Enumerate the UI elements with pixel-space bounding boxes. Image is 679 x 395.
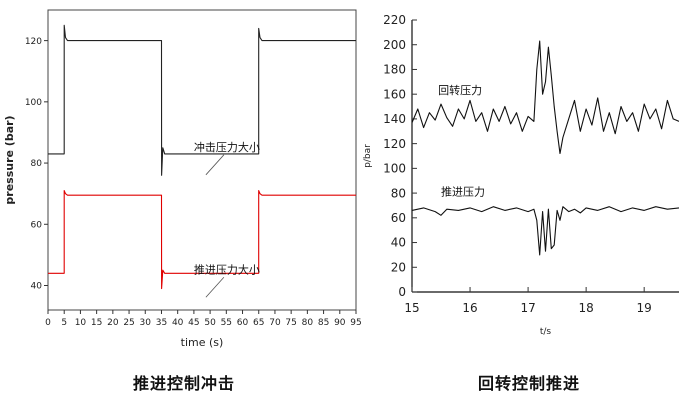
x-axis-label: t/s [540,327,552,337]
y-tick-label: 40 [31,282,43,292]
y-tick-label: 100 [25,98,42,108]
x-tick-label: 95 [350,318,361,328]
y-tick-label: 220 [383,13,406,27]
y-tick-label: 80 [31,159,43,169]
y-tick-label: 200 [383,38,406,52]
annotation-label: 回转压力 [438,83,482,97]
annotation-leader-line [205,276,225,298]
y-tick-label: 0 [398,285,406,299]
x-tick-label: 15 [91,318,102,328]
x-tick-label: 16 [462,301,477,315]
y-tick-label: 20 [391,260,406,274]
left-chart-caption: 推进控制冲击 [133,374,236,393]
charts-canvas: 0 5 10 15 20 25 30 35 40 45 50 55 60 65 70 75 80 85 90 9540… [3,9,679,349]
right-chart: 15 16 17 18 19 0 20 40 60 80 100 120 140 160 180 200 220… [363,13,679,337]
series-line-1 [48,190,356,290]
x-tick-label: 25 [123,318,134,328]
x-tick-label: 70 [269,318,281,328]
y-tick-label: 120 [25,37,42,47]
right-chart-caption: 回转控制推进 [478,374,581,393]
x-tick-label: 20 [107,318,119,328]
x-tick-label: 30 [140,318,152,328]
series-line-0 [48,24,356,176]
y-tick-label: 120 [383,137,406,151]
x-tick-label: 80 [302,318,314,328]
x-tick-label: 65 [253,318,264,328]
x-tick-label: 60 [237,318,249,328]
x-tick-label: 0 [45,318,51,328]
y-axis-label: pressure (bar) [3,115,16,204]
y-tick-label: 180 [383,63,406,77]
x-tick-label: 85 [318,318,329,328]
x-tick-label: 40 [172,318,184,328]
y-axis-label: p/bar [363,144,373,168]
y-tick-label: 60 [391,211,406,225]
series-line-0 [411,40,679,155]
left-chart: 0 5 10 15 20 25 30 35 40 45 50 55 60 65 70 75 80 85 90 95 40… [3,9,362,349]
y-tick-label: 160 [383,87,406,101]
x-tick-label: 55 [221,318,232,328]
x-tick-label: 17 [520,301,535,315]
x-tick-label: 10 [75,318,87,328]
y-tick-label: 80 [391,186,406,200]
annotation-label: 推进压力 [441,185,485,199]
x-tick-label: 19 [637,301,652,315]
y-tick-label: 100 [383,162,406,176]
x-tick-label: 35 [156,318,167,328]
x-tick-label: 18 [578,301,593,315]
series-line-1 [411,206,679,256]
x-tick-label: 45 [188,318,199,328]
x-tick-label: 50 [204,318,216,328]
annotation-label: 推进压力大小 [194,262,260,276]
x-axis-label: time (s) [181,336,224,349]
y-tick-label: 140 [383,112,406,126]
x-tick-label: 5 [61,318,67,328]
x-tick-label: 75 [285,318,296,328]
x-tick-label: 15 [404,301,419,315]
annotation-label: 冲击压力大小 [194,140,260,154]
y-tick-label: 40 [391,236,406,250]
plot-frame [47,9,357,311]
y-tick-label: 60 [31,220,43,230]
x-tick-label: 90 [334,318,346,328]
annotation-leader-line [205,154,225,176]
